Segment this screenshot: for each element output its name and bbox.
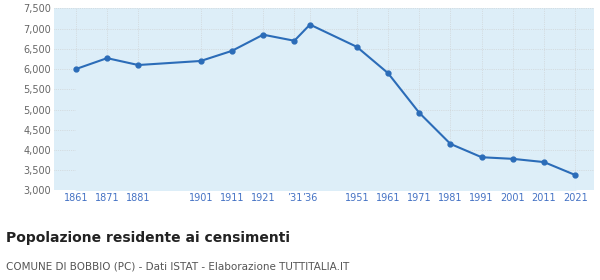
- Text: Popolazione residente ai censimenti: Popolazione residente ai censimenti: [6, 231, 290, 245]
- Text: COMUNE DI BOBBIO (PC) - Dati ISTAT - Elaborazione TUTTITALIA.IT: COMUNE DI BOBBIO (PC) - Dati ISTAT - Ela…: [6, 262, 349, 272]
